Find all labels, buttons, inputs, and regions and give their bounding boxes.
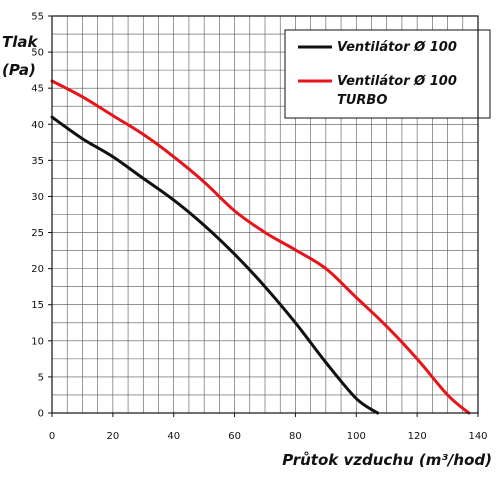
x-tick-label: 40 (167, 431, 180, 442)
legend-label-ventilator-turbo-line1: Ventilátor Ø 100 (337, 74, 457, 89)
x-tick-label: 120 (408, 431, 427, 442)
y-tick-label: 5 (38, 372, 44, 383)
legend-box (284, 29, 491, 119)
y-tick-label: 0 (38, 409, 44, 420)
x-tick-label: 100 (347, 431, 366, 442)
y-tick-label: 35 (31, 156, 44, 167)
legend-label-ventilator: Ventilátor Ø 100 (337, 40, 457, 55)
y-tick-label: 50 (31, 48, 44, 59)
y-tick-label: 15 (31, 300, 44, 311)
legend: Ventilátor Ø 100 Ventilátor Ø 100 TURBO (284, 29, 491, 119)
chart-tick-labels: 0 20 40 60 80 100 120 140 0 5 10 15 20 25 30 35 40 45 50 55 (31, 12, 487, 443)
y-tick-label: 25 (31, 228, 44, 239)
x-tick-label: 80 (289, 431, 302, 442)
y-tick-label: 30 (31, 192, 44, 203)
plot-frame (51, 15, 479, 414)
x-tick-label: 60 (228, 431, 241, 442)
y-axis-label-line1: Tlak (2, 33, 38, 51)
curve-ventilator (50, 115, 380, 415)
y-axis-label-line2: (Pa) (2, 61, 36, 79)
x-axis-label: Průtok vzduchu (m³/hod) (282, 451, 492, 469)
y-tick-label: 40 (31, 120, 44, 131)
y-tick-label: 10 (31, 336, 44, 347)
chart-curves (50, 79, 471, 415)
y-tick-label: 55 (31, 12, 44, 23)
y-tick-label: 20 (31, 264, 44, 275)
x-tick-label: 140 (468, 431, 487, 442)
x-tick-label: 20 (106, 431, 119, 442)
curve-ventilator-turbo (50, 79, 471, 415)
y-tick-label: 45 (31, 84, 44, 95)
legend-label-ventilator-turbo-line2: TURBO (337, 93, 387, 108)
x-tick-label: 0 (49, 431, 55, 442)
